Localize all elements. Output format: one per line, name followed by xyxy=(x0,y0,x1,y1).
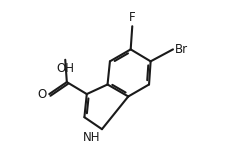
Text: OH: OH xyxy=(56,62,74,75)
Text: O: O xyxy=(38,88,47,101)
Text: F: F xyxy=(129,11,136,24)
Text: NH: NH xyxy=(83,131,100,144)
Text: Br: Br xyxy=(175,43,188,56)
